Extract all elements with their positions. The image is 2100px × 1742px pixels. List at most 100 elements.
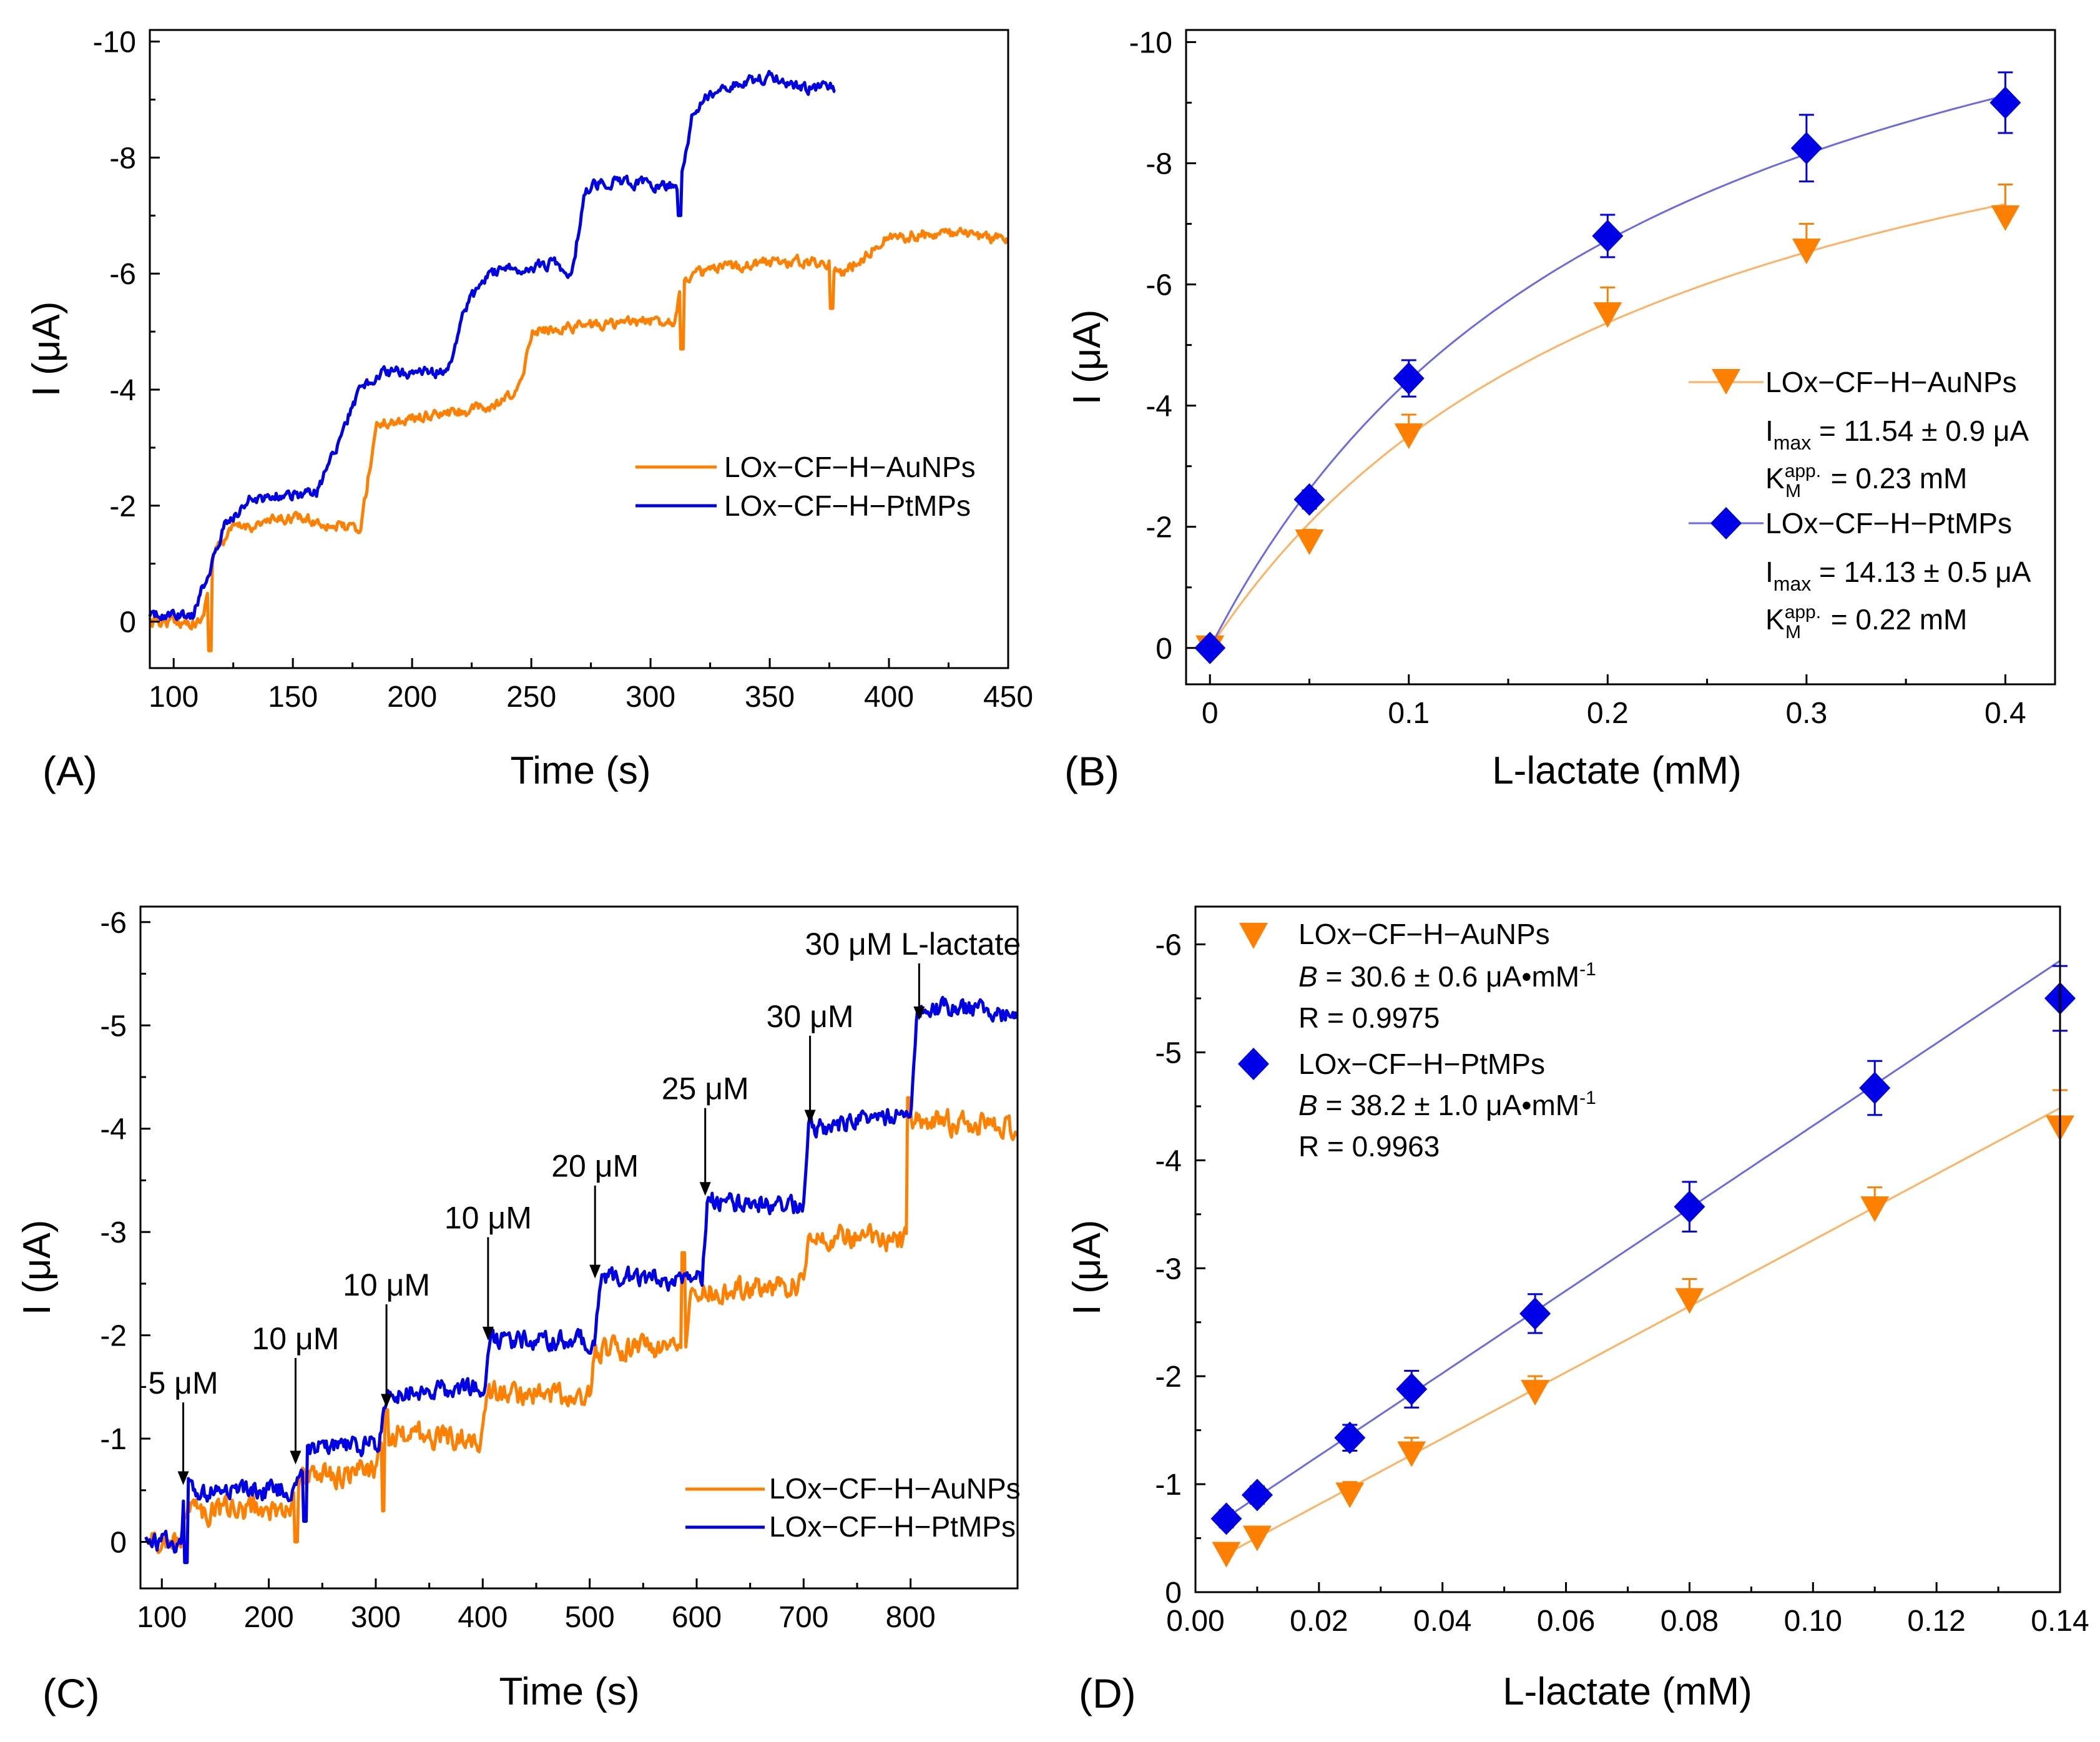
- y-tick-label: -2: [1146, 511, 1172, 544]
- x-tick-label: 450: [983, 681, 1033, 714]
- y-tick-label: -10: [1129, 26, 1172, 59]
- y-tick-label: -4: [1146, 390, 1172, 423]
- panel-c-label: (C): [42, 1670, 100, 1716]
- data-point-triangle: [1521, 1380, 1550, 1406]
- x-tick-label: 700: [778, 1601, 828, 1634]
- data-point-triangle: [1593, 302, 1622, 328]
- y-tick-label: -6: [1155, 929, 1182, 962]
- legend-label-ptmps: LOx−CF−H−PtMPs: [769, 1510, 1016, 1543]
- x-tick-label: 0.1: [1388, 697, 1430, 730]
- imax-text-ptmps: Imax = 14.13 ± 0.5 μA: [1765, 556, 2031, 595]
- panel-a-xlabel: Time (s): [511, 749, 651, 792]
- legend-name-ptmps: LOx−CF−H−PtMPs: [1298, 1048, 1545, 1080]
- legend-label-aunps: LOx−CF−H−AuNPs: [724, 451, 976, 483]
- y-tick-label: -4: [109, 374, 136, 407]
- legend-label-ptmps: LOx−CF−H−PtMPs: [724, 490, 971, 522]
- x-tick-label: 100: [149, 681, 199, 714]
- b-text-aunps: B = 30.6 ± 0.6 μA•mM-1: [1298, 959, 1596, 993]
- y-tick-label: -8: [109, 142, 136, 175]
- step-annotation-label: 30 μM L-lactate: [805, 927, 1021, 962]
- data-point-diamond: [1210, 1502, 1242, 1535]
- y-tick-label: -5: [100, 1010, 127, 1043]
- r-text-ptmps: R = 0.9963: [1298, 1130, 1440, 1163]
- panel-d: 0.00 0.02 0.04 0.06 0.08 0.10 0.12 0.14 0 -1 -2 -3 -…: [1066, 905, 2089, 1716]
- panel-a-ylabel: I (μA): [25, 302, 68, 397]
- step-annotation-arrowhead: [482, 1326, 494, 1341]
- y-tick-label: 0: [119, 606, 136, 639]
- data-point-diamond: [1194, 631, 1226, 664]
- y-tick-label: -3: [1155, 1252, 1182, 1286]
- x-tick-label: 0.00: [1166, 1605, 1224, 1638]
- panel-b-xlabel: L-lactate (mM): [1492, 749, 1742, 792]
- step-annotation-arrowhead: [381, 1394, 393, 1408]
- series-line-ptmps: [148, 69, 836, 622]
- series-line-ptmps: [144, 996, 1018, 1565]
- legend-label-aunps: LOx−CF−H−AuNPs: [769, 1472, 1021, 1505]
- data-point-triangle: [1212, 1542, 1241, 1568]
- x-tick-label: 0.02: [1290, 1605, 1348, 1638]
- panel-b: 0 0.1 0.2 0.3 0.4 0 -2 -4 -6 -8 -10 L-lactate (mM)…: [1064, 26, 2056, 794]
- legend-marker-diamond: [1710, 507, 1742, 539]
- x-tick-label: 400: [458, 1601, 508, 1634]
- x-tick-label: 600: [672, 1601, 722, 1634]
- y-tick-label: -6: [1146, 269, 1172, 302]
- data-point-triangle: [1991, 205, 2020, 231]
- data-point-diamond: [1393, 362, 1425, 395]
- panel-d-legend: LOx−CF−H−AuNPs B = 30.6 ± 0.6 μA•mM-1 R …: [1238, 918, 1596, 1163]
- step-annotation-arrowhead: [699, 1182, 711, 1196]
- r-text-aunps: R = 0.9975: [1298, 1001, 1440, 1034]
- x-tick-label: 0.10: [1784, 1605, 1842, 1638]
- panel-b-frame: [1185, 29, 2056, 686]
- panel-a-label: (A): [42, 748, 97, 794]
- y-tick-label: -10: [93, 26, 136, 59]
- data-point-triangle: [1675, 1288, 1704, 1314]
- panel-d-xlabel: L-lactate (mM): [1503, 1670, 1752, 1713]
- y-tick-label: -1: [1155, 1469, 1182, 1502]
- x-tick-label: 500: [565, 1601, 615, 1634]
- y-tick-label: -2: [109, 490, 136, 523]
- x-tick-label: 0.06: [1537, 1605, 1595, 1638]
- panel-c-xlabel: Time (s): [499, 1670, 640, 1713]
- y-tick-label: -4: [1155, 1144, 1182, 1178]
- step-annotation-label: 30 μM: [767, 999, 854, 1034]
- y-tick-label: -2: [100, 1320, 127, 1353]
- panel-c-ylabel: I (μA): [16, 1220, 59, 1316]
- panel-d-ylabel: I (μA): [1066, 1220, 1109, 1316]
- panel-c-legend: LOx−CF−H−AuNPs LOx−CF−H−PtMPs: [685, 1472, 1021, 1543]
- legend-marker-diamond: [1238, 1048, 1269, 1080]
- panel-a-frame: [149, 29, 1009, 669]
- data-point-diamond: [1790, 132, 1822, 165]
- data-point-diamond: [1519, 1297, 1551, 1330]
- y-tick-label: 0: [1155, 632, 1172, 666]
- y-tick-label: -4: [100, 1113, 127, 1146]
- x-tick-label: 400: [864, 681, 914, 714]
- legend-name-ptmps: LOx−CF−H−PtMPs: [1765, 507, 2012, 539]
- step-annotation-arrowhead: [804, 1110, 816, 1124]
- imax-text-aunps: Imax = 11.54 ± 0.9 μA: [1765, 415, 2029, 454]
- data-point-diamond: [1241, 1479, 1273, 1512]
- legend-marker-triangle: [1712, 369, 1740, 395]
- step-annotation-arrowhead: [177, 1471, 189, 1485]
- fit-line-aunps: [1225, 1107, 2061, 1555]
- x-tick-label: 0: [1202, 697, 1219, 730]
- step-annotation-arrowhead: [589, 1264, 601, 1279]
- x-tick-label: 0.08: [1661, 1605, 1719, 1638]
- step-annotation-label: 20 μM: [551, 1149, 639, 1184]
- legend-marker-triangle: [1239, 923, 1268, 949]
- y-tick-label: -6: [109, 258, 136, 291]
- step-annotation-arrowhead: [290, 1450, 302, 1465]
- data-point-diamond: [1859, 1071, 1891, 1105]
- legend-name-aunps: LOx−CF−H−AuNPs: [1765, 366, 2017, 398]
- x-tick-label: 250: [506, 681, 556, 714]
- y-tick-label: 0: [1165, 1577, 1182, 1610]
- data-point-triangle: [1860, 1196, 1890, 1223]
- x-tick-label: 0.14: [2031, 1605, 2089, 1638]
- panel-a: 100 150 200 250 300 350 400 450 0 -2 -4 -6 -8 -10 Tim…: [25, 26, 1033, 794]
- x-tick-label: 0.4: [1985, 697, 2026, 730]
- data-point-triangle: [1397, 1441, 1426, 1467]
- km-text-aunps: Kapp. M = 0.23 mM: [1765, 461, 1967, 501]
- data-point-triangle: [1242, 1525, 1272, 1552]
- y-tick-label: 0: [110, 1527, 127, 1560]
- fit-line-ptmps: [1225, 960, 2061, 1518]
